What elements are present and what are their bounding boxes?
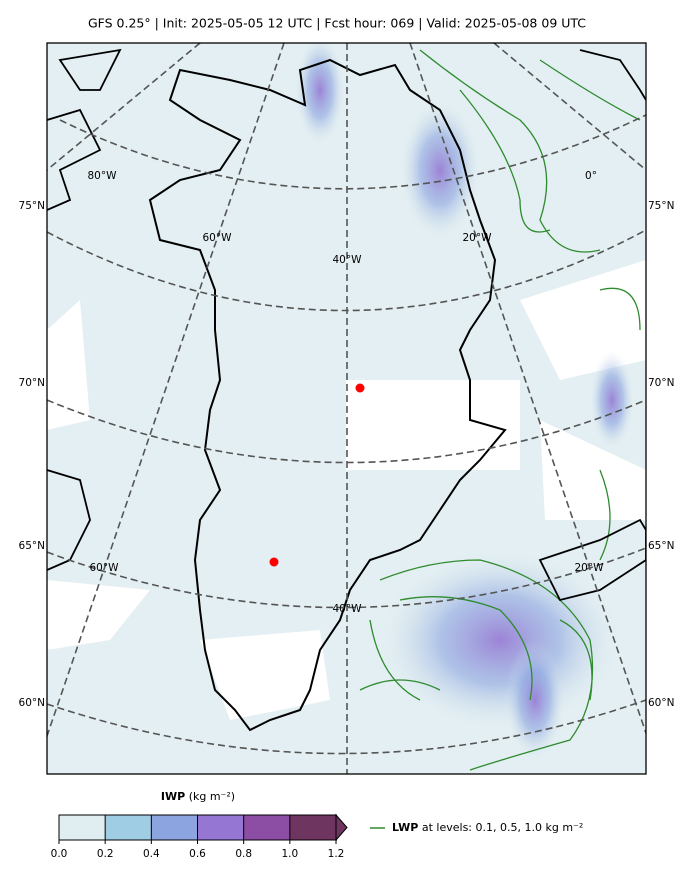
lat-label: 75°N — [19, 200, 45, 212]
colorbar-tick-label: 0.6 — [189, 848, 206, 860]
site-marker — [355, 383, 365, 393]
colorbar-segment — [104, 814, 153, 841]
colorbar-tick-label: 1.2 — [328, 848, 345, 860]
lat-label: 70°N — [19, 377, 45, 389]
colorbar-tick-label: 0.0 — [51, 848, 68, 860]
lon-label: 40°W — [333, 254, 363, 266]
lon-label: 40°W — [333, 603, 363, 615]
clear-area — [346, 380, 520, 470]
title: GFS 0.25° | Init: 2025-05-05 12 UTC | Fc… — [88, 16, 586, 31]
colorbar-tick-label: 1.0 — [281, 848, 298, 860]
colorbar-segment — [58, 814, 107, 841]
lat-label: 60°N — [19, 697, 45, 709]
iwp-max — [505, 640, 565, 760]
lon-label: 0° — [585, 170, 597, 182]
lon-label: 60°W — [90, 562, 120, 574]
colorbar: 0.0 0.2 0.4 0.6 0.8 1.0 1.2 — [51, 813, 348, 860]
colorbar-segment — [150, 814, 199, 841]
map: 80°W 60°W 40°W 20°W 0° 60°W 40°W 20°W — [47, 43, 646, 774]
legend-text: at levels: 0.1, 0.5, 1.0 kg m⁻² — [422, 821, 583, 834]
clear-area — [200, 630, 330, 720]
colorbar-tick-label: 0.8 — [235, 848, 252, 860]
colorbar-segment — [197, 814, 245, 841]
colorbar-units: (kg m⁻²) — [189, 790, 235, 803]
colorbar-extend — [335, 813, 348, 842]
coastline — [148, 58, 507, 732]
lwp-contours — [359, 49, 641, 771]
lat-label: 70°N — [648, 377, 674, 389]
colorbar-tick-label: 0.2 — [97, 848, 114, 860]
colorbar-segment — [289, 814, 338, 841]
graticule — [47, 43, 646, 774]
legend-label: LWP at levels: 0.1, 0.5, 1.0 kg m⁻² — [392, 821, 583, 834]
clear-area — [47, 260, 646, 650]
lon-label: 20°W — [575, 562, 605, 574]
colorbar-title: IWP (kg m⁻²) — [161, 790, 235, 803]
colorbar-segment — [243, 814, 291, 841]
lon-label: 20°W — [463, 232, 493, 244]
iwp-max — [590, 350, 634, 450]
lat-labels: 75°N 70°N 65°N 60°N 75°N 70°N 65°N 60°N — [19, 200, 675, 709]
lat-label: 60°N — [648, 697, 674, 709]
lon-label: 60°W — [203, 232, 233, 244]
lat-label: 65°N — [19, 540, 45, 552]
colorbar-tick-label: 0.4 — [143, 848, 160, 860]
lat-label: 65°N — [648, 540, 674, 552]
iwp-max — [380, 550, 620, 730]
lat-label: 75°N — [648, 200, 674, 212]
legend-name: LWP — [392, 821, 418, 834]
coastline — [47, 48, 646, 602]
map-frame — [46, 42, 647, 775]
site-marker — [269, 557, 279, 567]
lon-label: 80°W — [88, 170, 118, 182]
colorbar-name: IWP — [161, 790, 185, 803]
iwp-max — [400, 100, 480, 240]
